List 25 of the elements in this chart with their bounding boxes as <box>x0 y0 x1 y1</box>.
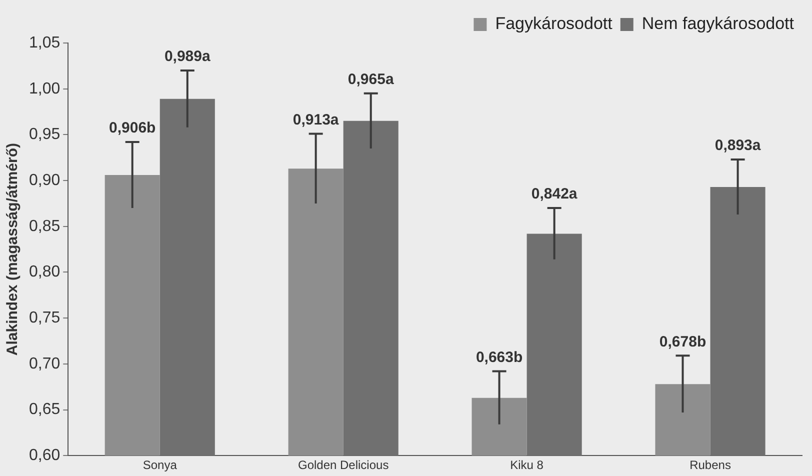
data-label: 0,913a <box>292 111 340 128</box>
data-label: 0,678b <box>659 333 706 350</box>
y-tick-label: 0,90 <box>29 172 60 189</box>
x-tick-label: Golden Delicious <box>298 458 389 472</box>
legend-label: Fagykárosodott <box>495 14 613 34</box>
data-label: 0,893a <box>714 137 762 154</box>
data-label: 0,663b <box>476 348 523 366</box>
y-tick-label: 0,85 <box>29 218 60 235</box>
y-tick-label: 1,05 <box>29 34 60 52</box>
y-tick-label: 1,00 <box>29 80 60 98</box>
y-axis-title: Alakindex (magasság/átmérő) <box>4 143 22 356</box>
x-tick-label: Rubens <box>690 458 731 472</box>
y-tick-label: 0,60 <box>29 447 60 464</box>
data-label: 0,906b <box>109 120 156 137</box>
y-tick-label: 0,95 <box>29 126 60 144</box>
y-tick-label: 0,80 <box>29 264 60 281</box>
x-tick-label: Kiku 8 <box>510 458 544 472</box>
legend-label: Nem fagykárosodott <box>642 14 794 34</box>
y-tick-label: 0,75 <box>29 309 60 326</box>
y-tick-label: 0,70 <box>29 355 60 372</box>
x-tick-label: Sonya <box>142 458 178 472</box>
data-label: 0,989a <box>164 48 211 66</box>
data-label: 0,965a <box>348 71 394 88</box>
data-label: 0,842a <box>531 186 578 203</box>
y-tick-label: 0,65 <box>29 401 60 418</box>
